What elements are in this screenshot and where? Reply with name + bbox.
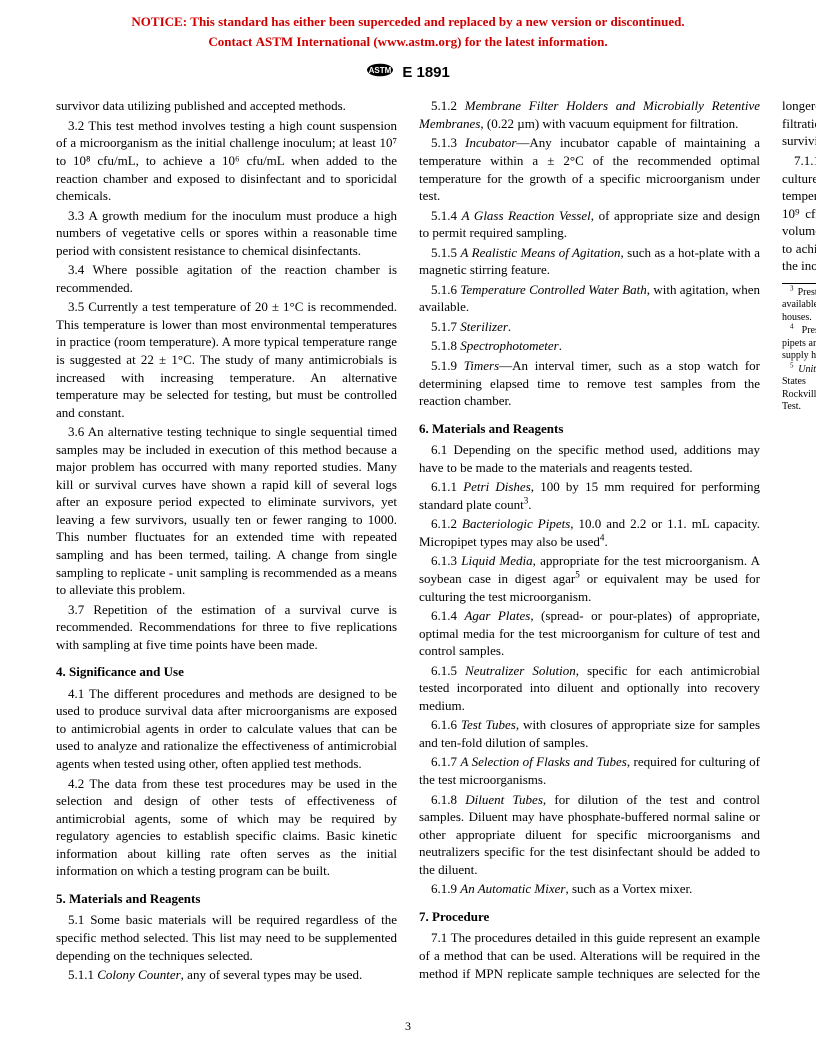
label: Colony Counter (97, 967, 180, 982)
p-6-1-3: 6.1.3 Liquid Media, appropriate for the … (419, 552, 760, 605)
p-3-4: 3.4 Where possible agitation of the reac… (56, 261, 397, 296)
p-5-1-9: 5.1.9 Timers—An interval timer, such as … (419, 357, 760, 410)
p-6-1-6: 6.1.6 Test Tubes, with closures of appro… (419, 716, 760, 751)
p-5-1-3: 5.1.3 Incubator—Any incubator capable of… (419, 134, 760, 204)
p-4-1: 4.1 The different procedures and methods… (56, 685, 397, 773)
p-6-1-9: 6.1.9 An Automatic Mixer, such as a Vort… (419, 880, 760, 898)
footnote-4: 4 Presterilized disposable bacteriologic… (782, 325, 816, 363)
continuation-line: survivor data utilizing published and ac… (56, 97, 397, 115)
label: Agar Plates (464, 608, 530, 623)
label: Neutralizer Solution (465, 663, 576, 678)
footnote-5: 5 United States Pharmacoepia XX; United … (782, 364, 816, 414)
p-6-1-1: 6.1.1 Petri Dishes, 100 by 15 mm require… (419, 478, 760, 513)
notice-line-1: NOTICE: This standard has either been su… (131, 14, 684, 29)
text: Presterilized disposable bacteriological… (782, 325, 816, 361)
label: Spectrophotometer (460, 338, 558, 353)
p-6-1-8: 6.1.8 Diluent Tubes, for dilution of the… (419, 791, 760, 879)
label: A Glass Reaction Vessel (462, 208, 591, 223)
text: , such as a Vortex mixer. (565, 881, 692, 896)
p-5-1-6: 5.1.6 Temperature Controlled Water Bath,… (419, 281, 760, 316)
p-6-1-5: 6.1.5 Neutralizer Solution, specific for… (419, 662, 760, 715)
body-columns: survivor data utilizing published and ac… (0, 97, 816, 987)
label: A Selection of Flasks and Tubes (460, 754, 626, 769)
section-6-head: 6. Materials and Reagents (419, 420, 760, 438)
text: , any of several types may be used. (181, 967, 363, 982)
text: , (0.22 µm) with vacuum equipment for fi… (480, 116, 738, 131)
footnotes: 3 Presterilized disposable plastic dishe… (782, 283, 816, 414)
label: Liquid Media (461, 553, 532, 568)
astm-logo-icon: ASTM (366, 63, 394, 83)
p-3-7: 3.7 Repetition of the estimation of a su… (56, 601, 397, 654)
p-6-1: 6.1 Depending on the specific method use… (419, 441, 760, 476)
p-7-1-1: 7.1.1 Prior to a test with a selected mi… (782, 152, 816, 275)
text: United States Pharmacoepia XX (798, 364, 816, 375)
label: Timers (464, 358, 499, 373)
p-5-1-4: 5.1.4 A Glass Reaction Vessel, of approp… (419, 207, 760, 242)
section-5-head: 5. Materials and Reagents (56, 890, 397, 908)
label: Diluent Tubes (465, 792, 543, 807)
p-3-6: 3.6 An alternative testing technique to … (56, 423, 397, 598)
page-number: 3 (0, 1018, 816, 1034)
label: An Automatic Mixer (460, 881, 565, 896)
label: Test Tubes (461, 717, 516, 732)
notice-line-2: Contact ASTM International (www.astm.org… (208, 34, 607, 49)
p-5-1: 5.1 Some basic materials will be require… (56, 911, 397, 964)
footnote-3: 3 Presterilized disposable plastic dishe… (782, 287, 816, 325)
p-5-1-7: 5.1.7 Sterilizer. (419, 318, 760, 336)
p-3-3: 3.3 A growth medium for the inoculum mus… (56, 207, 397, 260)
label: Petri Dishes (463, 479, 531, 494)
p-6-1-4: 6.1.4 Agar Plates, (spread- or pour-plat… (419, 607, 760, 660)
label: Incubator (465, 135, 516, 150)
p-5-1-2: 5.1.2 Membrane Filter Holders and Microb… (419, 97, 760, 132)
section-4-head: 4. Significance and Use (56, 663, 397, 681)
document-header: ASTM E 1891 (0, 63, 816, 83)
section-7-head: 7. Procedure (419, 908, 760, 926)
label: Sterilizer (460, 319, 508, 334)
label: A Realistic Means of Agitation (460, 245, 620, 260)
p-5-1-5: 5.1.5 A Realistic Means of Agitation, su… (419, 244, 760, 279)
p-3-5: 3.5 Currently a test temperature of 20 ±… (56, 298, 397, 421)
label: Temperature Controlled Water Bath (460, 282, 646, 297)
designation: E 1891 (402, 64, 450, 81)
text: Presterilized disposable plastic dishes … (782, 287, 816, 323)
p-5-1-8: 5.1.8 Spectrophotometer. (419, 337, 760, 355)
p-5-1-1: 5.1.1 Colony Counter, any of several typ… (56, 966, 397, 984)
notice-banner: NOTICE: This standard has either been su… (0, 0, 816, 55)
p-3-2: 3.2 This test method involves testing a … (56, 117, 397, 205)
p-4-2: 4.2 The data from these test procedures … (56, 775, 397, 880)
label: Bacteriologic Pipets (462, 516, 570, 531)
svg-text:ASTM: ASTM (369, 66, 392, 75)
p-6-1-2: 6.1.2 Bacteriologic Pipets, 10.0 and 2.2… (419, 515, 760, 550)
p-6-1-7: 6.1.7 A Selection of Flasks and Tubes, r… (419, 753, 760, 788)
